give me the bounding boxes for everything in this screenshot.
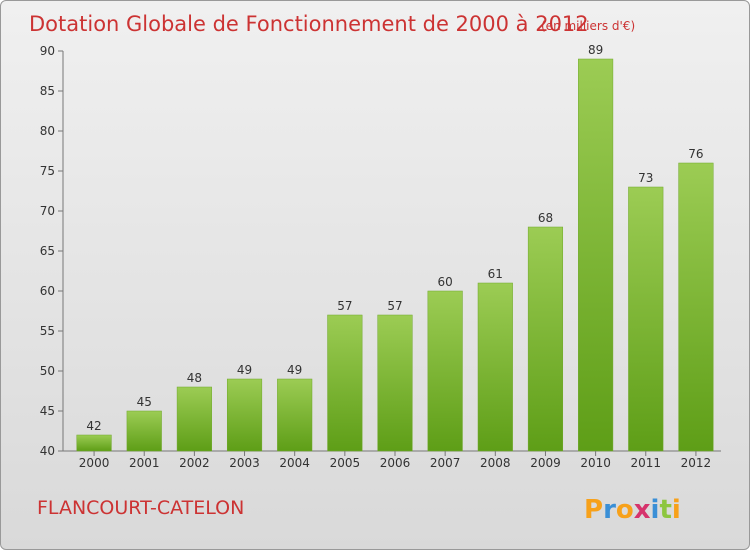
logo-letter: x <box>634 495 651 525</box>
x-tick-label: 2004 <box>279 456 310 470</box>
y-tick-label: 50 <box>40 364 55 378</box>
bar <box>76 434 112 452</box>
data-label: 76 <box>688 147 703 161</box>
x-tick-label: 2010 <box>580 456 611 470</box>
y-tick-label: 75 <box>40 164 55 178</box>
logo-letter: i <box>672 495 681 525</box>
x-tick-label: 2008 <box>480 456 511 470</box>
x-tick-label: 2011 <box>630 456 661 470</box>
y-tick-label: 60 <box>40 284 55 298</box>
data-label: 48 <box>187 371 202 385</box>
y-tick-label: 65 <box>40 244 55 258</box>
bar <box>377 314 413 452</box>
logo-letter: P <box>584 495 603 525</box>
logo-letter: o <box>616 495 634 525</box>
x-tick-label: 2000 <box>79 456 110 470</box>
data-label: 57 <box>387 299 402 313</box>
logo-letter: i <box>651 495 660 525</box>
x-tick-label: 2006 <box>380 456 411 470</box>
bar <box>427 290 463 452</box>
data-label: 45 <box>137 395 152 409</box>
data-label: 61 <box>488 267 503 281</box>
chart-subtitle: (en milliers d'€) <box>541 19 635 33</box>
chart-title: Dotation Globale de Fonctionnement de 20… <box>29 12 589 36</box>
y-tick-label: 90 <box>40 44 55 58</box>
logo-letter: t <box>659 495 671 525</box>
y-tick-label: 70 <box>40 204 55 218</box>
data-label: 68 <box>538 211 553 225</box>
data-label: 89 <box>588 43 603 57</box>
y-tick-label: 85 <box>40 84 55 98</box>
bar <box>578 58 614 452</box>
bar <box>527 226 564 452</box>
commune-name: FLANCOURT-CATELON <box>37 497 244 519</box>
x-tick-label: 2012 <box>681 456 712 470</box>
axes: 40 45 50 55 60 65 70 75 80 85 90 <box>40 44 721 458</box>
bar <box>226 378 263 452</box>
x-tick-label: 2002 <box>179 456 210 470</box>
data-label: 42 <box>86 419 101 433</box>
x-tick-label: 2009 <box>530 456 561 470</box>
bar <box>678 162 714 452</box>
x-tick-label: 2005 <box>330 456 361 470</box>
data-label: 49 <box>287 363 302 377</box>
data-label: 73 <box>638 171 653 185</box>
data-label: 57 <box>337 299 352 313</box>
bars-group: 2000 42 2001 45 2002 48 2003 49 2004 49 2005 57 2006… <box>76 43 714 470</box>
data-label: 49 <box>237 363 252 377</box>
y-tick-label: 45 <box>40 404 55 418</box>
x-tick-label: 2001 <box>129 456 160 470</box>
logo-letter: r <box>603 495 616 525</box>
y-tick-label: 55 <box>40 324 55 338</box>
bar <box>176 386 212 452</box>
y-tick-label: 40 <box>40 444 55 458</box>
data-label: 60 <box>438 275 453 289</box>
x-tick-label: 2003 <box>229 456 260 470</box>
bar <box>327 314 363 452</box>
bar <box>628 186 664 452</box>
x-tick-label: 2007 <box>430 456 461 470</box>
bar <box>277 378 313 452</box>
y-tick-label: 80 <box>40 124 55 138</box>
bar <box>477 282 513 452</box>
proxiti-logo: Proxiti <box>584 495 681 525</box>
bar <box>126 410 162 452</box>
